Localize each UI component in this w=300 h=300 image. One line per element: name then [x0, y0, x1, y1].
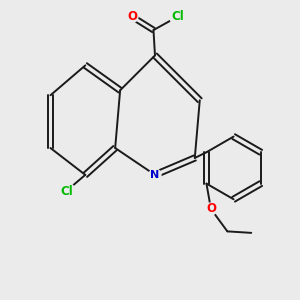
Text: O: O — [127, 10, 137, 23]
Circle shape — [58, 183, 75, 200]
Circle shape — [126, 11, 138, 22]
Text: Cl: Cl — [172, 10, 184, 23]
Circle shape — [149, 169, 161, 181]
Text: Cl: Cl — [60, 185, 73, 198]
Text: O: O — [206, 202, 216, 215]
Text: N: N — [150, 170, 160, 180]
Circle shape — [205, 203, 217, 215]
Circle shape — [169, 8, 186, 25]
